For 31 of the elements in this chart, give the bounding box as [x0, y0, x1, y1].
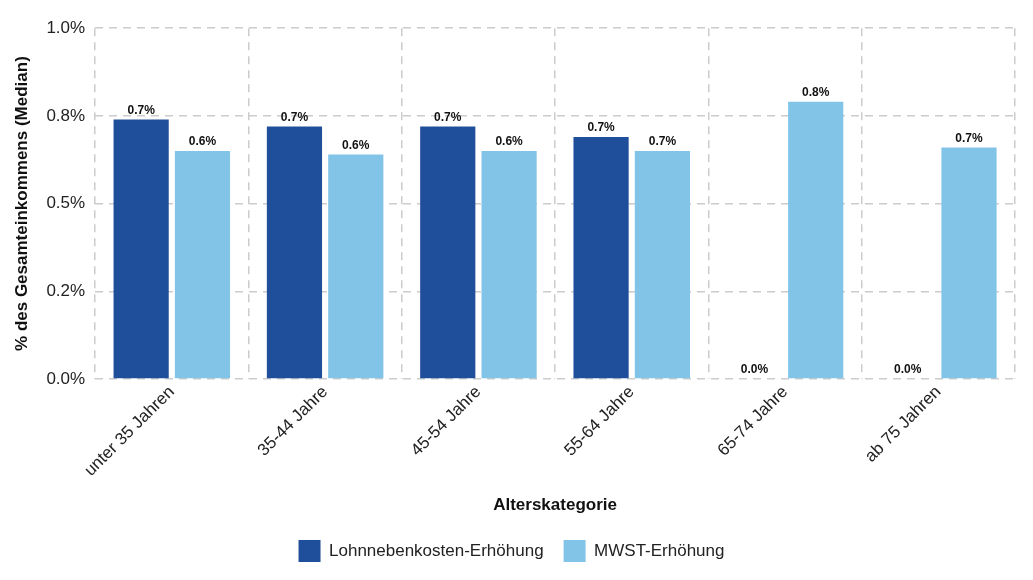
data-label: 0.7% — [280, 109, 309, 124]
y-tick-label: 0.0% — [46, 368, 86, 388]
y-tick-label: 0.8% — [46, 105, 86, 125]
bar — [788, 101, 844, 379]
data-label: 0.7% — [587, 120, 616, 135]
bar — [113, 119, 169, 379]
data-label: 0.6% — [188, 134, 217, 149]
data-label: 0.0% — [740, 362, 769, 377]
bar — [174, 150, 231, 379]
y-tick-label: 1.0% — [46, 17, 86, 37]
bar — [420, 126, 476, 379]
bar — [634, 150, 690, 379]
bar — [266, 126, 323, 379]
data-label: 0.8% — [802, 85, 830, 100]
legend-label: MWST-Erhöhung — [594, 540, 725, 560]
data-label: 0.7% — [955, 130, 984, 145]
data-label: 0.6% — [342, 137, 370, 152]
x-axis-title: Alterskategorie — [493, 495, 617, 515]
data-label: 0.7% — [127, 102, 156, 117]
data-label: 0.0% — [894, 362, 922, 377]
y-tick-label: 0.5% — [46, 193, 86, 213]
data-label: 0.7% — [648, 134, 677, 149]
bar — [328, 154, 384, 379]
y-axis-title: % des Gesamteinkommens (Median) — [11, 56, 31, 351]
bar — [573, 136, 629, 379]
bar — [941, 147, 997, 379]
data-label: 0.7% — [434, 109, 462, 124]
data-label: 0.6% — [495, 134, 524, 149]
y-tick-label: 0.2% — [46, 280, 86, 300]
bar — [481, 150, 537, 379]
legend-label: Lohnnebenkosten-Erhöhung — [329, 540, 544, 560]
